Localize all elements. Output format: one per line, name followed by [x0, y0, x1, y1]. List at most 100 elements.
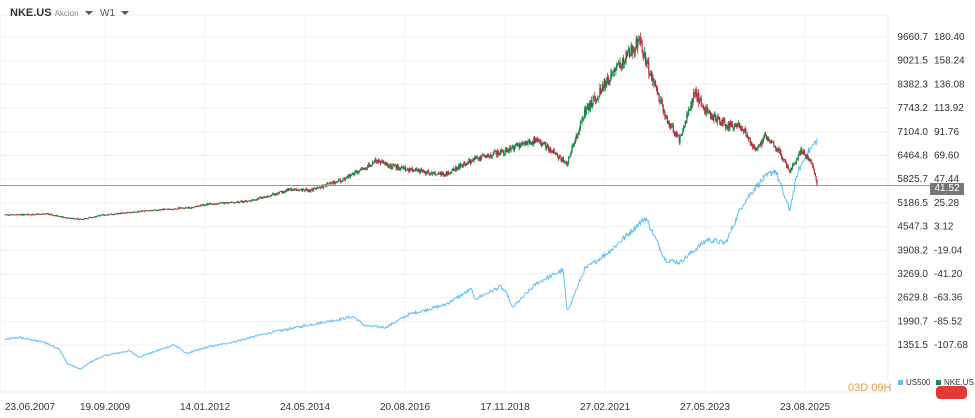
nke-candle-body — [519, 144, 521, 148]
nke-candle-body — [345, 177, 347, 179]
us500-series — [4, 138, 818, 370]
nke-candle-body — [317, 187, 320, 189]
nke-candle-body — [699, 98, 701, 101]
nke-candle-body — [240, 201, 242, 202]
nke-candle-body — [317, 187, 319, 189]
nke-candle-body — [171, 209, 173, 211]
symbol-selector[interactable]: NKE.US Akcion — [10, 7, 93, 19]
nke-candle-body — [409, 168, 411, 172]
nke-candle-body — [594, 95, 596, 102]
nke-candle-body — [637, 39, 639, 48]
nke-candle-body — [733, 126, 735, 130]
nke-candle-body — [690, 101, 692, 110]
nke-candle-body — [14, 214, 16, 216]
nke-candle-body — [312, 188, 314, 191]
legend-nke[interactable]: NKE.US — [936, 378, 974, 387]
nke-candle-body — [684, 121, 686, 127]
nke-candle-body — [376, 161, 378, 164]
nke-candle-body — [111, 214, 113, 215]
nke-candle-body — [543, 142, 545, 145]
nke-candle-body — [387, 164, 389, 167]
nke-candle-body — [710, 114, 712, 119]
plot-frame — [0, 14, 889, 393]
nke-candle-body — [145, 210, 147, 212]
nke-candle-body — [275, 193, 277, 195]
nke-candle-body — [365, 167, 367, 169]
nke-candle-body — [508, 147, 510, 152]
nke-candle-body — [64, 217, 66, 218]
nke-candle-body — [417, 169, 419, 173]
nke-candle-body — [429, 174, 431, 175]
nke-candle-body — [402, 166, 404, 168]
nke-candle-body — [225, 202, 227, 203]
nke-candle-body — [705, 107, 707, 114]
nke-candle-body — [548, 148, 550, 151]
nke-candle-body — [756, 148, 758, 150]
nke-candle-body — [524, 142, 526, 144]
nke-candle-body — [491, 155, 494, 157]
nke-candle-body — [106, 214, 108, 216]
timeframe-selector[interactable]: W1 — [100, 8, 129, 19]
nke-candle-body — [133, 211, 135, 213]
nke-candle-body — [374, 159, 376, 163]
nke-candle-body — [475, 157, 477, 159]
nke-candle-body — [10, 214, 12, 216]
nke-candle-body — [284, 191, 287, 193]
nke-candle-body — [581, 118, 583, 123]
nke-candle-body — [75, 218, 77, 220]
nke-candle-body — [84, 218, 86, 219]
nke-candle-body — [353, 173, 355, 176]
nke-candle-body — [640, 41, 642, 43]
nke-candle-body — [532, 142, 534, 144]
nke-candle-body — [404, 167, 406, 170]
remove-button[interactable] — [936, 386, 967, 399]
nke-candle-body — [720, 124, 722, 126]
nke-candle-body — [299, 189, 301, 191]
nke-candle-body — [668, 120, 670, 125]
nke-candle-body — [208, 204, 210, 205]
nke-candle-body — [326, 183, 328, 187]
nke-candle-body — [412, 170, 414, 172]
nke-candle-body — [470, 161, 472, 163]
nke-candle-body — [90, 217, 92, 219]
nke-candle-body — [573, 143, 576, 145]
nke-candle-body — [453, 169, 456, 171]
nke-candle-body — [437, 174, 439, 175]
nke-candle-body — [717, 116, 719, 117]
nke-candle-body — [430, 172, 432, 175]
nke-candle-body — [479, 156, 481, 160]
legend-us500[interactable]: US500 — [898, 378, 930, 387]
nke-candle-body — [513, 146, 515, 150]
nke-candle-body — [440, 173, 442, 176]
right-axis-tick-label: 91.76 — [934, 127, 959, 138]
nke-candle-body — [6, 214, 8, 216]
nke-candle-body — [303, 190, 305, 191]
us500-swatch — [898, 380, 903, 386]
nke-candle-body — [29, 214, 31, 216]
nke-candle-body — [238, 202, 240, 204]
nke-candle-body — [221, 202, 223, 204]
nke-candle-body — [478, 158, 480, 160]
nke-candle-body — [200, 204, 202, 206]
nke-candle-body — [163, 208, 165, 211]
nke-candle-body — [436, 174, 438, 176]
nke-candle-body — [359, 170, 361, 171]
nke-candle-body — [757, 145, 759, 150]
right-axis-tick-label: 47.44 — [934, 174, 959, 185]
nke-candle-body — [603, 81, 605, 91]
nke-candle-body — [27, 214, 29, 215]
nke-candle-body — [729, 122, 731, 129]
nke-candle-body — [612, 71, 614, 73]
nke-candle-body — [709, 111, 711, 114]
nke-candle-body — [277, 192, 279, 195]
nke-candle-body — [230, 201, 232, 203]
nke-candle-body — [246, 201, 249, 202]
nke-candle-body — [422, 170, 424, 172]
x-axis-tick-label: 23.08.2025 — [780, 402, 830, 413]
nke-candle-body — [53, 215, 55, 217]
nke-candle-body — [439, 173, 441, 174]
nke-candle-body — [372, 162, 374, 163]
nke-candle-body — [314, 188, 316, 190]
nke-candle-body — [704, 110, 707, 114]
nke-candle-body — [270, 195, 272, 197]
